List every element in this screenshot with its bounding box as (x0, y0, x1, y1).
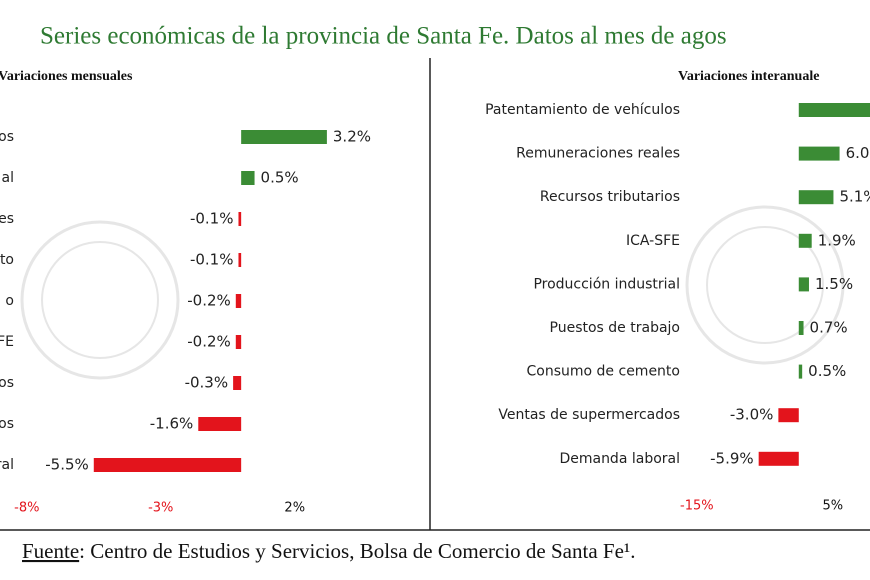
bar (238, 212, 242, 226)
value-label: 5.1% (839, 188, 870, 206)
bar (778, 408, 799, 423)
bar (241, 130, 327, 144)
value-label: 1.9% (818, 231, 856, 249)
source-text: : Centro de Estudios y Servicios, Bolsa … (79, 539, 635, 563)
value-label: 0.5% (808, 362, 846, 380)
bar (798, 364, 803, 379)
category-label: Remuneraciones reales (516, 146, 680, 162)
value-label: 1.5% (815, 275, 853, 293)
bar (235, 294, 242, 308)
bar (198, 417, 242, 431)
bar (241, 171, 255, 185)
bar (798, 233, 812, 248)
panel-title: Variaciones mensuales (0, 69, 133, 84)
bar (798, 146, 840, 161)
x-tick-label: -8% (14, 501, 39, 516)
bar (798, 277, 809, 292)
category-label: FE (0, 334, 14, 350)
bar (93, 458, 242, 472)
x-tick-label: 2% (284, 501, 305, 516)
bar (233, 376, 242, 390)
category-label: al (2, 170, 14, 186)
value-label: 0.7% (810, 319, 848, 337)
value-label: 3.2% (333, 128, 371, 146)
value-label: 0.5% (261, 169, 299, 187)
source: Fuente: Centro de Estudios y Servicios, … (22, 539, 635, 563)
page-title: Series económicas de la provincia de San… (40, 23, 727, 50)
bar (758, 451, 799, 466)
x-tick-label: -15% (680, 499, 714, 514)
x-tick-label: -3% (148, 501, 173, 516)
x-tick-label: 5% (822, 499, 843, 514)
value-label: -5.9% (710, 449, 754, 467)
watermark (20, 205, 845, 380)
panel-title: Variaciones interanuale (678, 69, 819, 84)
category-label: ICA-SFE (626, 233, 680, 249)
value-label: -3.0% (730, 406, 774, 424)
bar (798, 103, 870, 117)
category-label: o (5, 293, 14, 309)
category-label: os (0, 416, 14, 432)
bar (238, 253, 242, 267)
category-label: ral (0, 457, 14, 473)
chart-yearly: Variaciones interanuale -15% 5% Patentamien… (485, 69, 870, 514)
source-label: Fuente (22, 539, 79, 563)
value-label: 6.0% (846, 144, 870, 162)
category-label: Producción industrial (533, 276, 680, 292)
value-label: -0.1% (190, 251, 234, 269)
category-label: os (0, 129, 14, 145)
value-label: -0.2% (187, 292, 231, 310)
category-label: to (0, 252, 14, 268)
bar (798, 190, 834, 205)
chart-monthly: Variaciones mensuales -8% -3% 2% os 3.2% al 0.5… (0, 69, 371, 515)
category-label: Consumo de cemento (527, 364, 680, 380)
value-label: -0.1% (190, 210, 234, 228)
category-label: Patentamiento de vehículos (485, 102, 680, 118)
bar (798, 321, 804, 335)
value-label: -0.2% (187, 333, 231, 351)
bar (235, 335, 242, 349)
category-label: Ventas de supermercados (498, 407, 680, 423)
value-label: -1.6% (150, 415, 194, 433)
category-label: es (0, 211, 14, 227)
category-label: Puestos de trabajo (550, 320, 680, 336)
value-label: -0.3% (185, 374, 229, 392)
value-label: -5.5% (45, 456, 89, 474)
category-label: os (0, 375, 14, 391)
category-label: Recursos tributarios (540, 189, 680, 205)
category-label: Demanda laboral (559, 451, 680, 467)
